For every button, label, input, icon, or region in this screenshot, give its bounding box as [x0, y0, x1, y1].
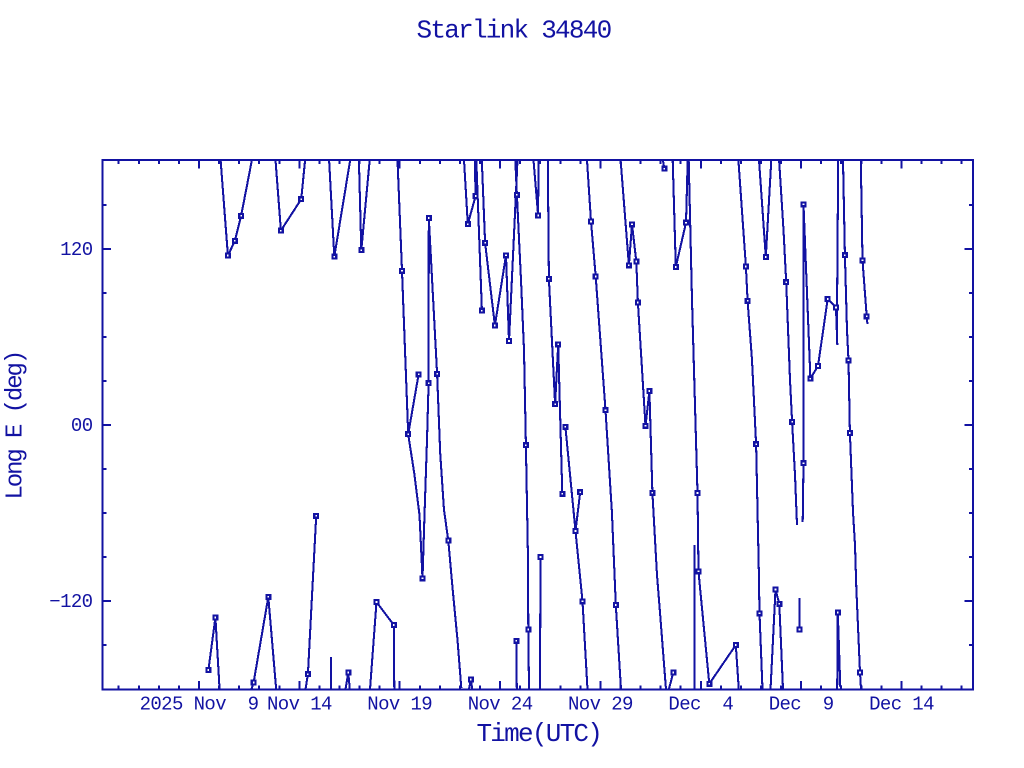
svg-text:120: 120	[60, 239, 93, 261]
svg-text:Long E (deg): Long E (deg)	[3, 352, 30, 500]
svg-text:Nov 14: Nov 14	[267, 694, 332, 716]
svg-text:Starlink 34840: Starlink 34840	[417, 16, 611, 46]
svg-text:Nov 19: Nov 19	[367, 694, 432, 716]
svg-text:−120: −120	[49, 591, 92, 613]
svg-text:Nov 24: Nov 24	[468, 694, 533, 716]
svg-text:Nov 29: Nov 29	[568, 694, 633, 716]
svg-text:2025 Nov 9: 2025 Nov 9	[140, 694, 259, 716]
svg-text:Dec 14: Dec 14	[869, 694, 934, 716]
svg-text:00: 00	[71, 415, 93, 437]
svg-text:Time(UTC): Time(UTC)	[476, 719, 601, 749]
svg-text:Dec 4: Dec 4	[668, 694, 733, 716]
svg-text:Dec 9: Dec 9	[769, 694, 834, 716]
